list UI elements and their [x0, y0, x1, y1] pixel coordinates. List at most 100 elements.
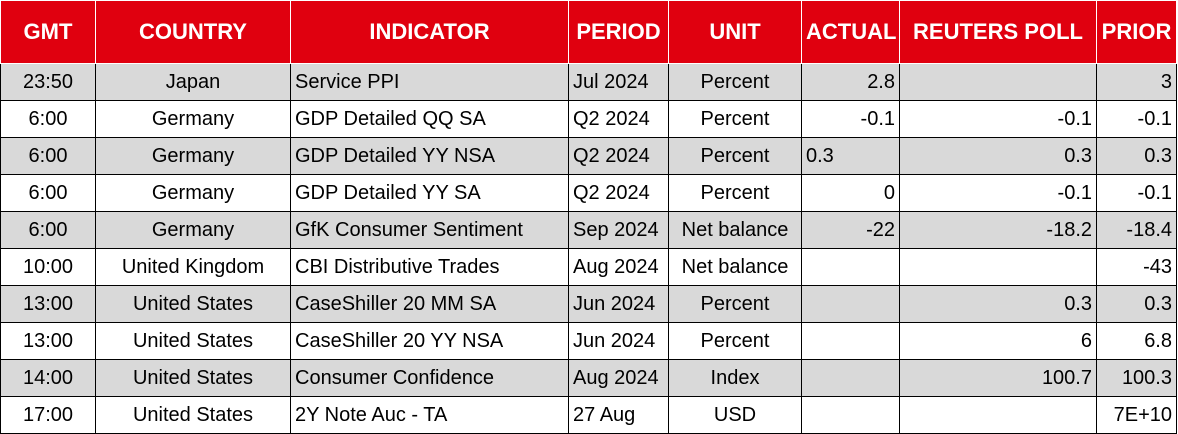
prior-cell: 100.3	[1096, 359, 1177, 397]
table-row: 17:00 United States 2Y Note Auc - TA 27 …	[0, 396, 1177, 434]
reuters-poll-cell: 0.3	[899, 285, 1097, 323]
reuters-poll-cell: 100.7	[899, 359, 1097, 397]
column-header-period: PERIOD	[568, 0, 669, 64]
gmt-cell: 10:00	[0, 248, 96, 286]
reuters-poll-cell: 0.3	[899, 137, 1097, 175]
header-row: GMT COUNTRY INDICATOR PERIOD UNIT ACTUAL…	[0, 0, 1177, 64]
gmt-cell: 23:50	[0, 63, 96, 101]
country-cell: Germany	[95, 211, 291, 249]
prior-cell: 0.3	[1096, 137, 1177, 175]
gmt-cell: 6:00	[0, 100, 96, 138]
period-cell: Q2 2024	[568, 137, 669, 175]
reuters-poll-cell	[899, 63, 1097, 101]
period-cell: Sep 2024	[568, 211, 669, 249]
actual-cell	[801, 285, 900, 323]
table-row: 10:00 United Kingdom CBI Distributive Tr…	[0, 248, 1177, 286]
actual-cell	[801, 322, 900, 360]
prior-cell: 6.8	[1096, 322, 1177, 360]
column-header-country: COUNTRY	[95, 0, 291, 64]
gmt-cell: 6:00	[0, 174, 96, 212]
indicator-cell: GDP Detailed YY SA	[290, 174, 569, 212]
actual-cell: -0.1	[801, 100, 900, 138]
actual-cell	[801, 359, 900, 397]
indicator-cell: Consumer Confidence	[290, 359, 569, 397]
indicator-cell: GDP Detailed QQ SA	[290, 100, 569, 138]
reuters-poll-cell: -18.2	[899, 211, 1097, 249]
prior-cell: -0.1	[1096, 100, 1177, 138]
period-cell: Aug 2024	[568, 248, 669, 286]
unit-cell: Percent	[668, 322, 802, 360]
gmt-cell: 6:00	[0, 211, 96, 249]
period-cell: Q2 2024	[568, 174, 669, 212]
unit-cell: Percent	[668, 137, 802, 175]
gmt-cell: 13:00	[0, 322, 96, 360]
unit-cell: Net balance	[668, 211, 802, 249]
reuters-poll-cell	[899, 248, 1097, 286]
unit-cell: Percent	[668, 100, 802, 138]
actual-cell: 0	[801, 174, 900, 212]
reuters-poll-cell: -0.1	[899, 100, 1097, 138]
period-cell: Jun 2024	[568, 322, 669, 360]
gmt-cell: 6:00	[0, 137, 96, 175]
country-cell: United Kingdom	[95, 248, 291, 286]
reuters-poll-cell: -0.1	[899, 174, 1097, 212]
column-header-gmt: GMT	[0, 0, 96, 64]
indicator-cell: 2Y Note Auc - TA	[290, 396, 569, 434]
reuters-poll-cell	[899, 396, 1097, 434]
actual-cell: 2.8	[801, 63, 900, 101]
column-header-prior: PRIOR	[1096, 0, 1177, 64]
prior-cell: -43	[1096, 248, 1177, 286]
actual-cell	[801, 248, 900, 286]
gmt-cell: 17:00	[0, 396, 96, 434]
period-cell: Aug 2024	[568, 359, 669, 397]
indicator-cell: GfK Consumer Sentiment	[290, 211, 569, 249]
unit-cell: Percent	[668, 285, 802, 323]
period-cell: Jul 2024	[568, 63, 669, 101]
prior-cell: -0.1	[1096, 174, 1177, 212]
period-cell: Jun 2024	[568, 285, 669, 323]
table-row: 23:50 Japan Service PPI Jul 2024 Percent…	[0, 63, 1177, 101]
table-row: 13:00 United States CaseShiller 20 YY NS…	[0, 322, 1177, 360]
actual-cell: -22	[801, 211, 900, 249]
table-row: 6:00 Germany GDP Detailed YY SA Q2 2024 …	[0, 174, 1177, 212]
table-row: 6:00 Germany GDP Detailed QQ SA Q2 2024 …	[0, 100, 1177, 138]
period-cell: 27 Aug	[568, 396, 669, 434]
unit-cell: Index	[668, 359, 802, 397]
column-header-reuters-poll: REUTERS POLL	[899, 0, 1097, 64]
actual-cell: 0.3	[801, 137, 900, 175]
country-cell: United States	[95, 285, 291, 323]
prior-cell: 7E+10	[1096, 396, 1177, 434]
country-cell: Germany	[95, 174, 291, 212]
table-row: 14:00 United States Consumer Confidence …	[0, 359, 1177, 397]
prior-cell: 3	[1096, 63, 1177, 101]
prior-cell: -18.4	[1096, 211, 1177, 249]
indicator-cell: CBI Distributive Trades	[290, 248, 569, 286]
country-cell: United States	[95, 359, 291, 397]
country-cell: Germany	[95, 137, 291, 175]
indicator-cell: CaseShiller 20 YY NSA	[290, 322, 569, 360]
table-row: 13:00 United States CaseShiller 20 MM SA…	[0, 285, 1177, 323]
unit-cell: Net balance	[668, 248, 802, 286]
gmt-cell: 14:00	[0, 359, 96, 397]
column-header-indicator: INDICATOR	[290, 0, 569, 64]
table-row: 6:00 Germany GfK Consumer Sentiment Sep …	[0, 211, 1177, 249]
indicator-cell: GDP Detailed YY NSA	[290, 137, 569, 175]
column-header-actual: ACTUAL	[801, 0, 900, 64]
country-cell: United States	[95, 396, 291, 434]
country-cell: Germany	[95, 100, 291, 138]
indicator-cell: CaseShiller 20 MM SA	[290, 285, 569, 323]
indicator-cell: Service PPI	[290, 63, 569, 101]
period-cell: Q2 2024	[568, 100, 669, 138]
unit-cell: USD	[668, 396, 802, 434]
country-cell: Japan	[95, 63, 291, 101]
gmt-cell: 13:00	[0, 285, 96, 323]
prior-cell: 0.3	[1096, 285, 1177, 323]
column-header-unit: UNIT	[668, 0, 802, 64]
unit-cell: Percent	[668, 174, 802, 212]
table-row: 6:00 Germany GDP Detailed YY NSA Q2 2024…	[0, 137, 1177, 175]
reuters-poll-cell: 6	[899, 322, 1097, 360]
unit-cell: Percent	[668, 63, 802, 101]
country-cell: United States	[95, 322, 291, 360]
actual-cell	[801, 396, 900, 434]
